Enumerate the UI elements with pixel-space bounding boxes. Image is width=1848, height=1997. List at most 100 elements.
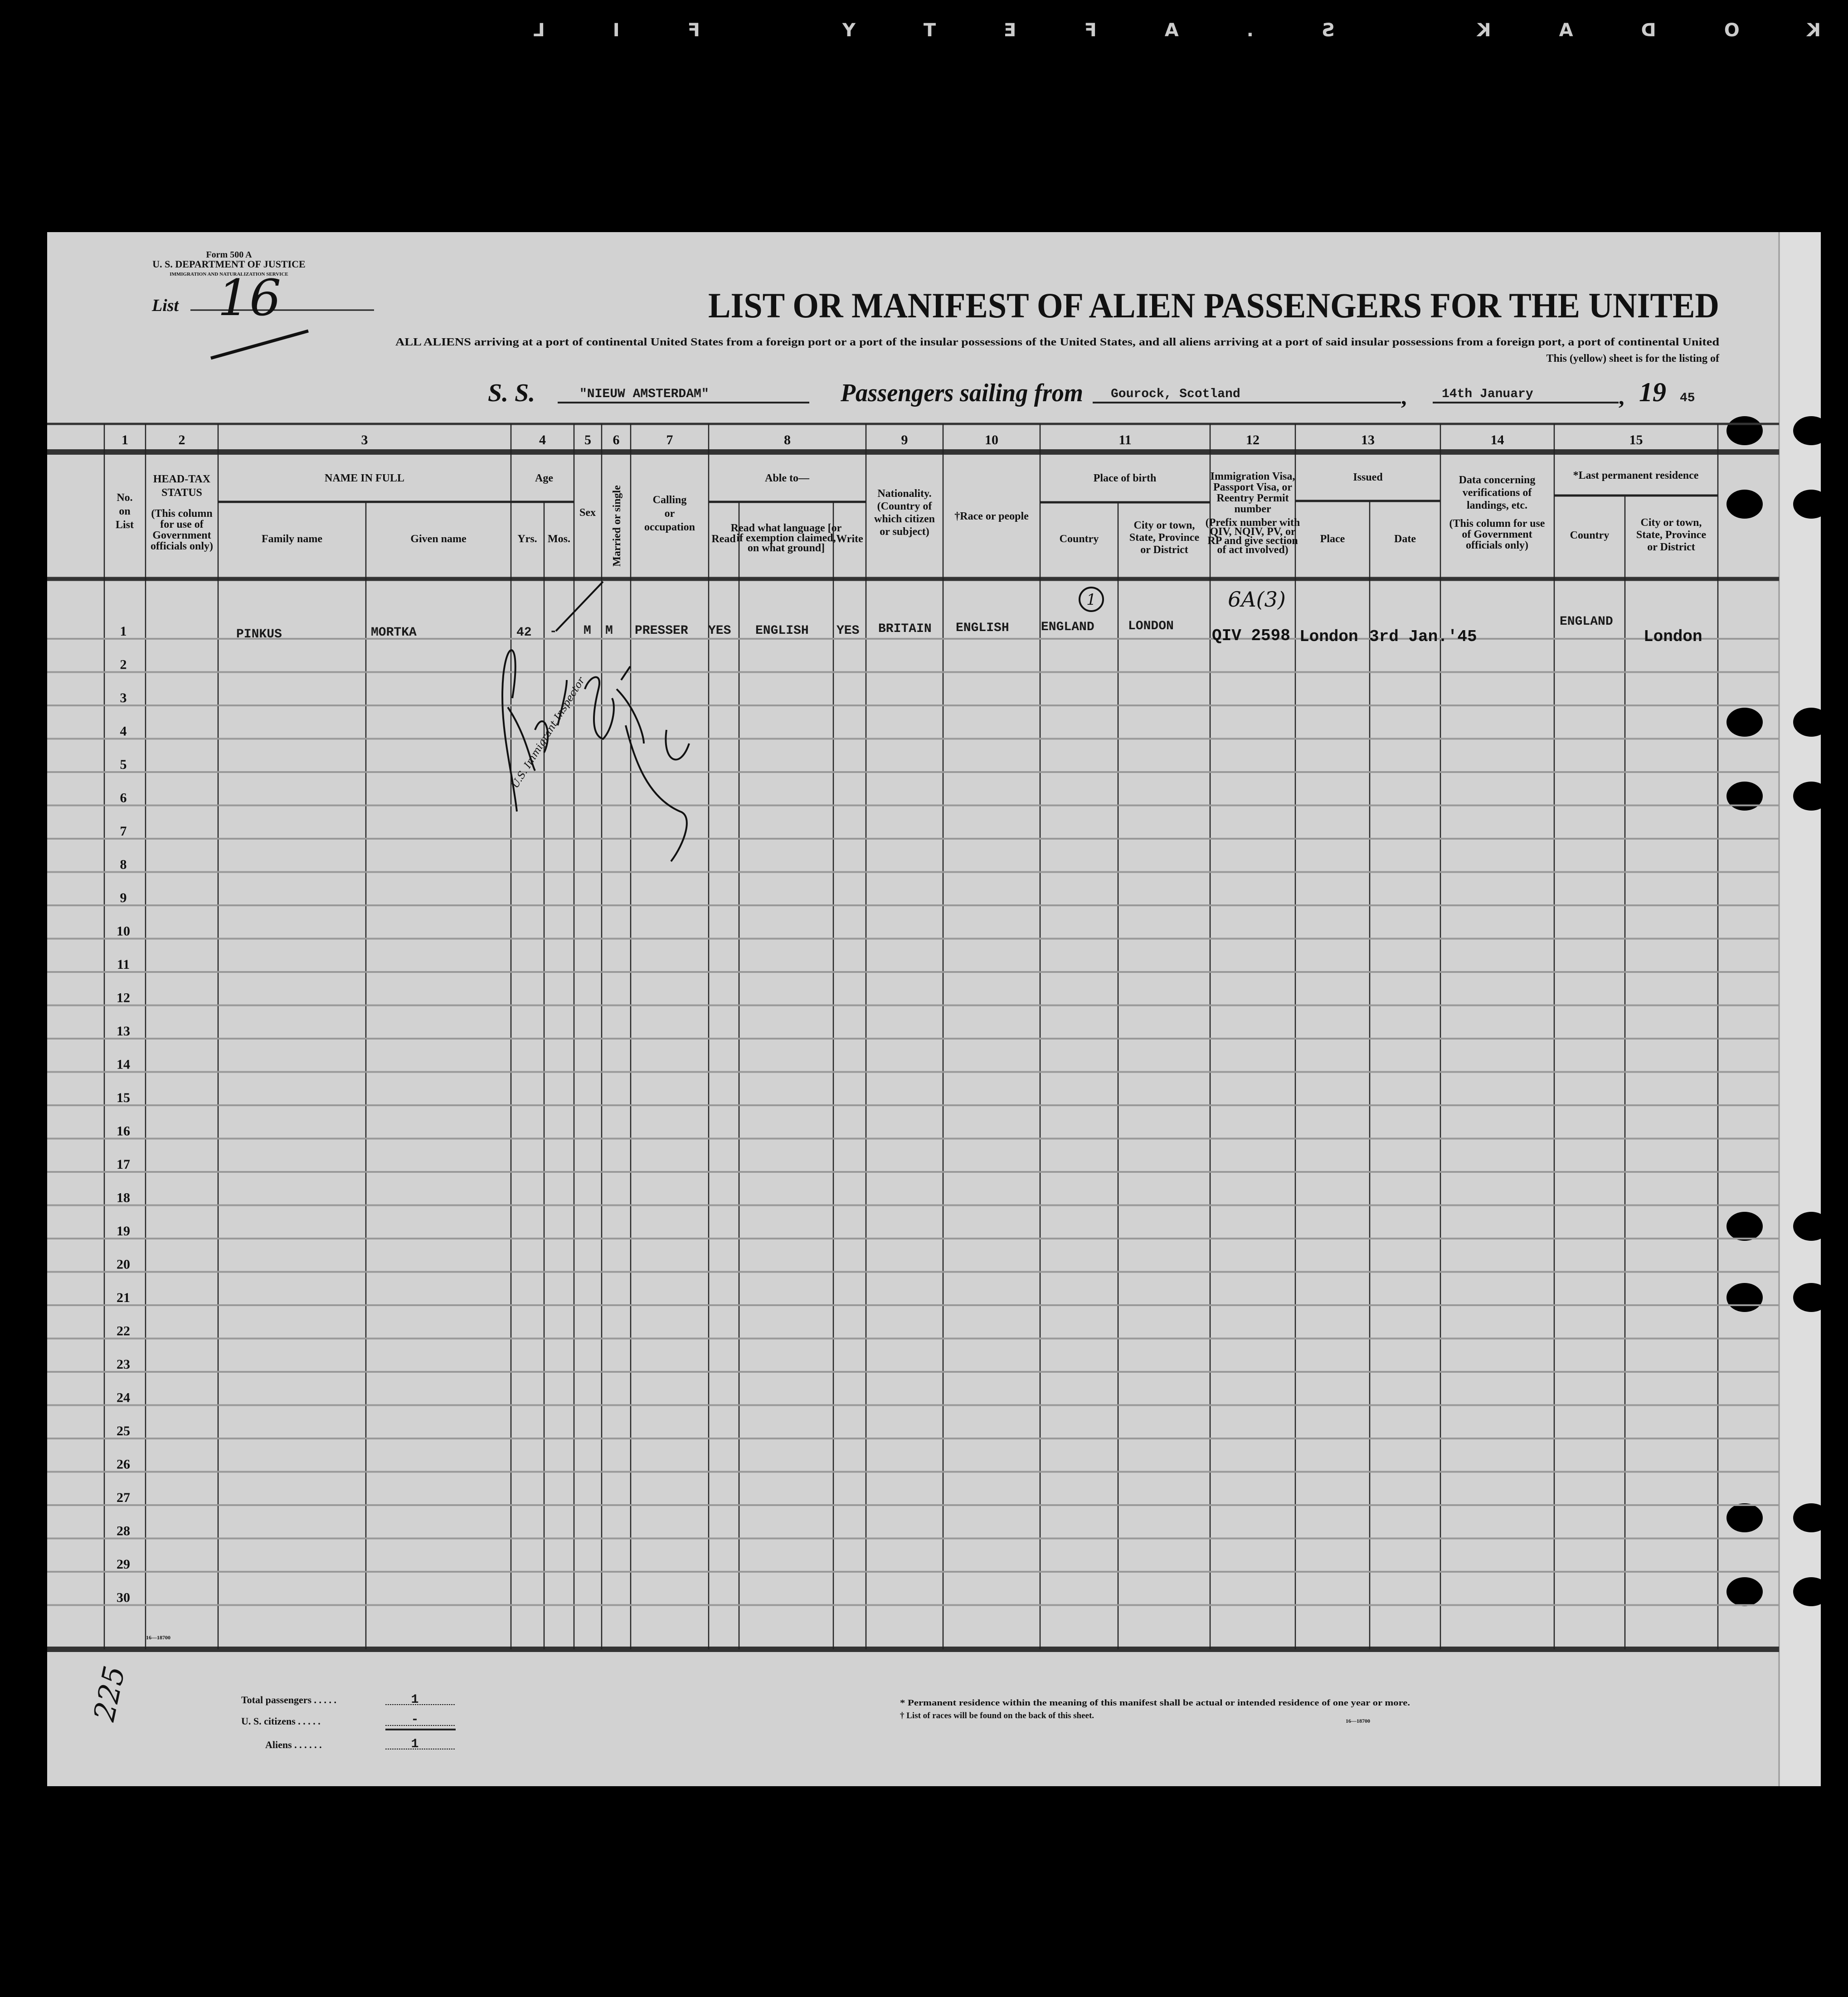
svg-text:on: on: [119, 505, 130, 517]
header-no: No.: [117, 492, 132, 504]
residence-country: ENGLAND: [1560, 615, 1613, 629]
family-name: PINKUS: [236, 627, 282, 641]
sailing-from-label: Passengers sailing from: [840, 379, 1083, 407]
column-number: 5: [584, 432, 591, 447]
svg-text:State, Province: State, Province: [1129, 532, 1200, 544]
header-place-of-birth: Place of birth: [1094, 472, 1157, 484]
svg-text:,: ,: [1401, 384, 1407, 409]
header-race: †Race or people: [954, 510, 1029, 522]
svg-text:on what ground]: on what ground]: [748, 542, 825, 554]
print-code: 16—18700: [146, 1634, 170, 1641]
binder-hole: [1793, 1503, 1829, 1532]
paper-edge: [1779, 232, 1821, 1786]
can-read: YES: [708, 624, 731, 638]
svg-text:which citizen: which citizen: [874, 513, 935, 525]
year: 45: [1680, 391, 1695, 405]
header-sex: Sex: [579, 507, 596, 519]
header-visa-line: QIV, NQIV, PV, or: [1210, 526, 1296, 538]
row-number: 3: [120, 690, 127, 705]
column-number: 1: [122, 432, 128, 447]
binder-hole: [1793, 1283, 1829, 1312]
header-mos: Mos.: [548, 533, 570, 545]
header-write: Write: [836, 533, 863, 545]
departure-port: Gourock, Scotland: [1111, 387, 1240, 401]
binder-hole: [1726, 1283, 1763, 1312]
svg-text:or: or: [665, 508, 675, 520]
header-visa-line: Passport Visa, or: [1213, 481, 1292, 493]
us-citizens-label: U. S. citizens . . . . .: [241, 1715, 321, 1727]
row-number: 29: [117, 1557, 130, 1572]
row-number: 11: [117, 957, 130, 972]
row-number: 16: [117, 1124, 130, 1139]
row-number: 14: [117, 1057, 130, 1072]
department: U. S. DEPARTMENT OF JUSTICE: [152, 258, 305, 270]
total-passengers-value: 1: [411, 1693, 419, 1707]
visa-number: QIV 2598: [1212, 627, 1290, 645]
service: IMMIGRATION AND NATURALIZATION SERVICE: [170, 272, 288, 277]
column-number: 8: [784, 432, 791, 447]
us-citizens-value: -: [411, 1713, 419, 1727]
svg-text:Government: Government: [152, 530, 211, 541]
header-able-to: Able to—: [765, 472, 810, 484]
row-number: 20: [117, 1257, 130, 1272]
column-number: 11: [1119, 432, 1131, 447]
page-title: LIST OR MANIFEST OF ALIEN PASSENGERS FOR…: [708, 286, 1719, 325]
header-age: Age: [535, 472, 553, 484]
header-visa-line: of act involved): [1217, 544, 1288, 556]
header-res-city: City or town,: [1641, 517, 1702, 529]
svg-text:occupation: occupation: [644, 521, 695, 533]
header-verification-line: verifications of: [1463, 487, 1532, 499]
row-number: 28: [117, 1524, 130, 1539]
binder-hole: [1726, 416, 1763, 445]
row-number: 23: [117, 1357, 130, 1372]
issued-place: London: [1299, 627, 1358, 646]
column-number: 6: [613, 432, 620, 447]
header-visa: Immigration Visa,: [1211, 471, 1295, 482]
sex: M: [584, 624, 591, 638]
header-verification-line: officials only): [1466, 539, 1528, 551]
binder-hole: [1726, 1577, 1763, 1606]
header-verification-line: (This column for use: [1449, 518, 1545, 530]
film-edge-text: KODAK S.AFETY FIL: [465, 20, 1821, 41]
language: ENGLISH: [755, 624, 809, 638]
svg-text:(Country of: (Country of: [877, 500, 933, 512]
row-number: 5: [120, 757, 127, 772]
row-number: 21: [117, 1290, 130, 1305]
header-verification-line: landings, etc.: [1467, 500, 1527, 511]
header-last-residence: *Last permanent residence: [1573, 470, 1699, 481]
column-number: 3: [361, 432, 368, 447]
column-number: 13: [1361, 432, 1375, 447]
header-issued: Issued: [1353, 471, 1383, 483]
column-numbers: 1 2 3 4 5 6 7 8 9 10 11 12 13 14 15: [122, 432, 1643, 447]
column-number: 15: [1629, 432, 1643, 447]
header-read: Read: [711, 533, 736, 545]
header-visa-line: number: [1234, 503, 1271, 515]
birth-country: ENGLAND: [1041, 620, 1094, 634]
row-number: 8: [120, 857, 127, 872]
header-issued-place: Place: [1320, 533, 1345, 545]
year-prefix: 19: [1639, 377, 1666, 407]
binder-hole: [1793, 416, 1829, 445]
marital-status: M: [605, 624, 613, 638]
circled-annotation: [1079, 587, 1104, 612]
passenger-row: PINKUS MORTKA 42 - M M PRESSER YES ENGLI…: [236, 587, 1702, 646]
residence-city: London: [1644, 627, 1702, 646]
binder-holes: [1726, 416, 1829, 1606]
row-number: 24: [117, 1390, 130, 1405]
column-number: 4: [539, 432, 546, 447]
total-passengers-label: Total passengers . . . . .: [241, 1694, 336, 1705]
header-given-name: Given name: [410, 533, 467, 545]
footnote-races: † List of races will be found on the bac…: [900, 1711, 1094, 1720]
birth-city: LONDON: [1128, 619, 1174, 633]
nationality: BRITAIN: [878, 622, 932, 636]
row-number: 17: [117, 1157, 130, 1172]
binder-hole: [1726, 782, 1763, 811]
binder-hole: [1726, 1503, 1763, 1532]
header-birth-city: City or town,: [1134, 520, 1195, 531]
subtitle-line-1: ALL ALIENS arriving at a port of contine…: [395, 336, 1720, 348]
row-number: 18: [117, 1190, 130, 1205]
row-number: 26: [117, 1457, 130, 1472]
row-number: 1: [120, 624, 127, 639]
row-number: 30: [117, 1590, 130, 1605]
header-nationality: Nationality.: [877, 488, 931, 500]
